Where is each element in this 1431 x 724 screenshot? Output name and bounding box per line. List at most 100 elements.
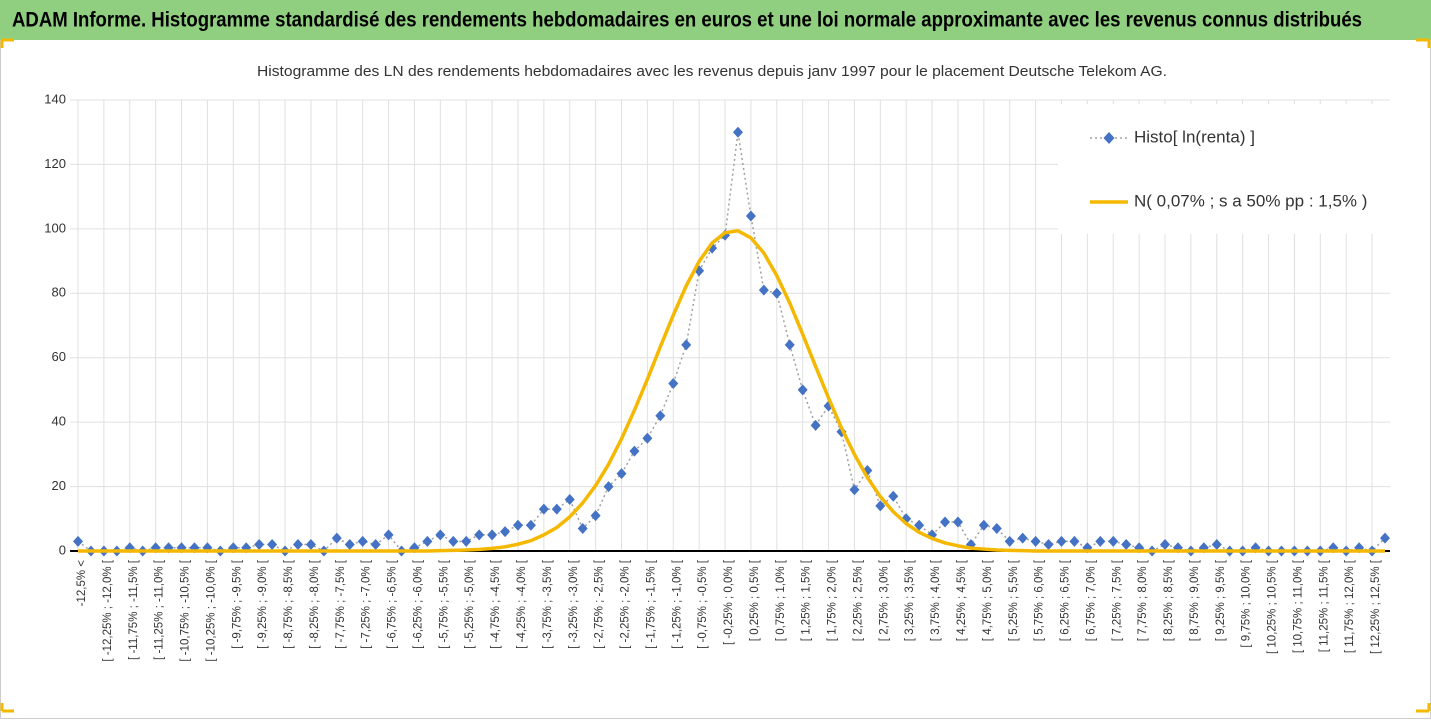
x-tick-label: [ 1,75% ; 2,0% [: [827, 559, 839, 641]
x-tick-label: -12,5% <: [76, 560, 88, 607]
x-tick-label: [ -3,75% ; -3,5% [: [542, 559, 554, 649]
x-tick-label: [ -4,75% ; -4,5% [: [490, 559, 502, 649]
y-tick-label: 140: [44, 91, 66, 106]
x-tick-label: [ -0,75% ; -0,5% [: [697, 559, 709, 649]
marker: [1004, 535, 1015, 547]
x-tick-label: [ -2,25% ; -2,0% [: [620, 559, 632, 649]
x-tick-label: [ 11,25% ; 11,5% [: [1318, 559, 1330, 652]
x-tick-label: [ -1,75% ; -1,5% [: [645, 559, 657, 649]
x-tick-label: [ -1,25% ; -1,0% [: [671, 559, 683, 649]
marker: [1017, 532, 1028, 544]
x-tick-label: [ -9,75% ; -9,5% [: [231, 559, 243, 649]
x-tick-label: [ 4,25% ; 4,5% [: [956, 559, 968, 641]
marker: [849, 484, 860, 496]
x-tick-label: [ -10,75% ; -10,5% [: [180, 559, 192, 661]
x-tick-label: [ 1,25% ; 1,5% [: [801, 559, 813, 641]
marker: [590, 510, 601, 522]
x-tick-label: [ 10,25% ; 10,5% [: [1267, 559, 1279, 654]
x-tick-label: [ 7,25% ; 7,5% [: [1111, 559, 1123, 641]
marker: [525, 519, 536, 531]
x-tick-label: [ 6,75% ; 7,0% [: [1085, 559, 1097, 641]
marker: [771, 287, 782, 299]
legend-marker: [1103, 132, 1115, 144]
marker: [551, 503, 562, 515]
x-tick-label: [ -11,75% ; -11,5% [: [128, 559, 140, 660]
x-tick-label: [ -8,25% ; -8,0% [: [309, 559, 321, 649]
x-tick-label: [ 3,25% ; 3,5% [: [904, 559, 916, 641]
marker: [991, 522, 1002, 534]
marker: [1056, 535, 1067, 547]
x-tick-label: [ 6,25% ; 6,5% [: [1060, 559, 1072, 641]
marker: [435, 529, 446, 541]
x-tick-label: [ 2,25% ; 2,5% [: [852, 559, 864, 641]
marker: [952, 516, 963, 528]
marker: [797, 384, 808, 396]
y-tick-label: 40: [52, 414, 66, 429]
marker: [370, 539, 381, 551]
corner-marks: [0, 38, 1431, 713]
x-tick-label: [ 8,75% ; 9,0% [: [1189, 559, 1201, 641]
x-tick-label: [ -6,75% ; -6,5% [: [387, 559, 399, 649]
marker: [1160, 539, 1171, 551]
marker: [888, 490, 899, 502]
marker: [422, 535, 433, 547]
x-tick-label: [ 4,75% ; 5,0% [: [982, 559, 994, 641]
marker: [642, 432, 653, 444]
x-tick-label: [ 5,75% ; 6,0% [: [1034, 559, 1046, 641]
y-tick-label: 0: [59, 542, 66, 557]
x-tick-label: [ -9,25% ; -9,0% [: [257, 559, 269, 649]
marker: [564, 493, 575, 505]
x-tick-label: [ -3,25% ; -3,0% [: [568, 559, 580, 649]
marker: [1030, 535, 1041, 547]
marker: [732, 126, 743, 138]
x-tick-label: [ 11,75% ; 12,0% [: [1344, 559, 1356, 653]
x-tick-label: [ -10,25% ; -10,0% [: [205, 559, 217, 661]
x-tick-label: [ 7,75% ; 8,0% [: [1137, 559, 1149, 641]
marker: [940, 516, 951, 528]
marker: [978, 519, 989, 531]
x-tick-label: [ -5,75% ; -5,5% [: [438, 559, 450, 649]
marker: [292, 539, 303, 551]
chart-title: Histogramme des LN des rendements hebdom…: [257, 64, 1167, 80]
marker: [655, 410, 666, 422]
header-title: ADAM Informe. Histogramme standardisé de…: [12, 9, 1362, 32]
marker: [267, 539, 278, 551]
x-tick-label: [ -12,25% ; -12,0% [: [102, 559, 114, 661]
x-tick-label: [ 10,75% ; 11,0% [: [1292, 559, 1304, 653]
x-tick-label: [ -7,75% ; -7,5% [: [335, 559, 347, 649]
marker: [681, 339, 692, 351]
x-tick-label: [ -5,25% ; -5,0% [: [464, 559, 476, 649]
x-tick-label: [ 2,75% ; 3,0% [: [878, 559, 890, 641]
y-tick-label: 20: [52, 478, 66, 493]
marker: [875, 500, 886, 512]
marker: [1380, 532, 1390, 544]
x-tick-label: [ 0,25% ; 0,5% [: [749, 559, 761, 641]
marker: [357, 535, 368, 547]
marker: [383, 529, 394, 541]
marker: [616, 468, 627, 480]
marker: [331, 532, 342, 544]
marker: [73, 535, 83, 547]
marker: [629, 445, 640, 457]
x-tick-label: [ -11,25% ; -11,0% [: [154, 559, 166, 660]
marker: [538, 503, 549, 515]
marker: [1043, 539, 1054, 551]
series-line: [78, 229, 1385, 553]
legend-box: [1058, 104, 1390, 234]
marker: [914, 519, 925, 531]
marker: [1069, 535, 1080, 547]
y-tick-label: 80: [52, 285, 66, 300]
marker: [254, 539, 265, 551]
x-tick-label: [ -0,25% ; 0,0% [: [723, 559, 735, 645]
y-tick-label: 60: [52, 349, 66, 364]
marker: [784, 339, 795, 351]
x-tick-label: [ 5,25% ; 5,5% [: [1008, 559, 1020, 641]
marker: [305, 539, 316, 551]
marker: [1108, 535, 1119, 547]
x-tick-label: [ -2,75% ; -2,5% [: [594, 559, 606, 649]
marker: [474, 529, 485, 541]
marker: [461, 535, 472, 547]
marker: [487, 529, 498, 541]
x-tick-label: [ -7,25% ; -7,0% [: [361, 559, 373, 649]
